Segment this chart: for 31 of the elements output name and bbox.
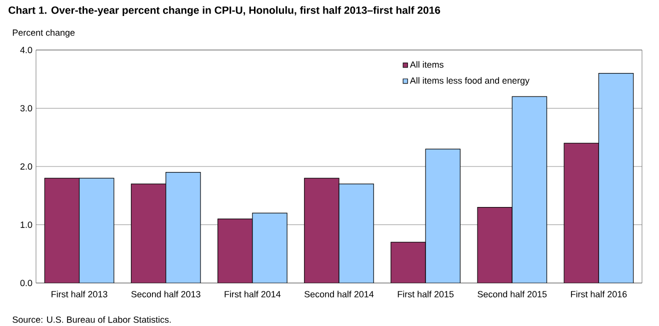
x-tick-label: First half 2013	[52, 290, 108, 298]
bar	[564, 142, 600, 283]
x-tick-label: First half 2016	[571, 290, 627, 298]
bar	[304, 178, 340, 283]
x-tick-label: Second half 2013	[131, 290, 200, 298]
bar	[79, 178, 114, 283]
bar	[478, 207, 512, 283]
chart-title: Chart 1. Over-the-year percent change in CPI-U, Honolulu, first half 2013–first half 2016	[8, 6, 440, 16]
y-tick-label: 3.0	[20, 105, 32, 112]
y-tick-label: 2.0	[20, 163, 32, 170]
bar	[339, 184, 374, 283]
bar	[218, 218, 252, 283]
x-tick-label: Second half 2014	[304, 290, 374, 298]
legend-label: All items less food and energy	[410, 77, 530, 86]
y-tick-label: 0.0	[20, 280, 32, 286]
x-tick-label: First half 2014	[224, 290, 281, 298]
x-tick-label: First half 2015	[398, 290, 454, 298]
bar	[44, 178, 80, 283]
bar	[426, 149, 460, 283]
x-tick-label: Second half 2015	[478, 290, 547, 298]
y-tick-label: 1.0	[20, 222, 32, 228]
bar	[252, 213, 288, 283]
bar	[598, 73, 634, 283]
bar	[512, 96, 547, 283]
bar	[166, 172, 200, 283]
bar	[131, 184, 166, 283]
legend-label: All items	[410, 61, 444, 68]
y-tick-label: 4.0	[20, 46, 32, 54]
bar	[390, 242, 426, 283]
source-note: Source: U.S. Bureau of Labor Statistics.	[12, 316, 171, 323]
y-axis-title: Percent change	[12, 29, 75, 38]
